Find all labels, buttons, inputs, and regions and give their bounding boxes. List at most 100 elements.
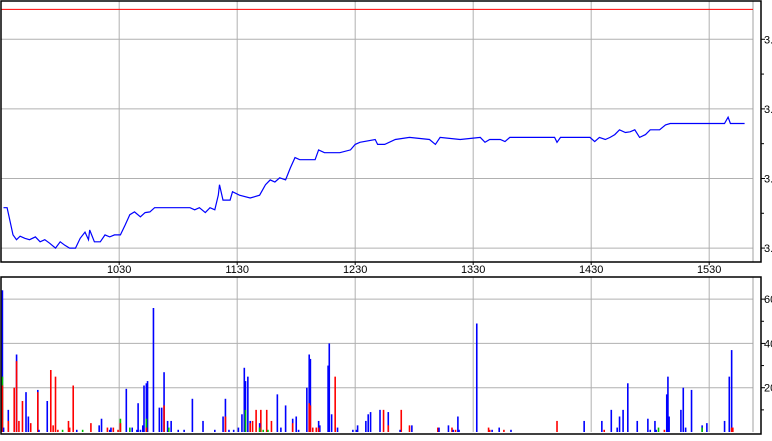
volume-bar [244, 381, 247, 432]
volume-bar [317, 427, 320, 432]
volume-bar [451, 427, 453, 432]
volume-bar [202, 420, 204, 432]
volume-bar [616, 427, 618, 432]
volume-bar [447, 425, 450, 432]
x-tick-label: 1330 [461, 264, 485, 276]
volume-bar [510, 429, 512, 432]
price-tick-label: 3. [764, 173, 772, 185]
volume-bar [680, 409, 682, 432]
volume-tick-label: 20 [764, 383, 772, 395]
volume-bar [152, 308, 155, 432]
volume-bar [129, 427, 131, 432]
volume-bar [706, 423, 708, 432]
volume-bar [730, 427, 733, 432]
volume-bar [68, 427, 71, 432]
volume-bar [1, 385, 4, 432]
x-axis: 1030 1130 1230 1330 1430 1530 [107, 262, 721, 276]
volume-bar [170, 420, 172, 432]
volume-bar [163, 405, 165, 432]
volume-bar [636, 420, 639, 432]
volume-bar [308, 403, 311, 432]
volume-bar [158, 407, 161, 432]
volume-bar [328, 343, 331, 432]
volume-bar [37, 392, 39, 432]
volume-bar [408, 425, 411, 432]
volume-bar [369, 412, 372, 432]
volume-tick-label: 60 [764, 294, 772, 306]
volume-bar [38, 429, 40, 432]
x-tick-label: 1030 [107, 264, 131, 276]
volume-bar [382, 409, 385, 432]
volume-bar [72, 385, 75, 432]
volume-bar [191, 398, 194, 432]
price-tick-label: 3. [764, 104, 772, 116]
volume-bar [258, 427, 261, 432]
volume-bar [665, 394, 668, 432]
volume-tick-label: 40 [764, 338, 772, 350]
volume-bar [583, 420, 585, 432]
volume-bar [458, 429, 460, 432]
volume-bar [367, 414, 370, 432]
volume-bar [319, 425, 321, 432]
volume-bar [67, 420, 70, 432]
volume-bar [297, 429, 300, 432]
volume-bar [146, 381, 149, 432]
volume-bar [618, 416, 621, 432]
volume-bar [270, 420, 273, 432]
volume-bar [411, 425, 413, 432]
volume-bar [249, 423, 252, 432]
volume-bar [243, 367, 246, 432]
volume-bar [491, 429, 493, 432]
volume-bar [54, 376, 57, 432]
price-frame [0, 0, 762, 263]
volume-bar [183, 429, 185, 432]
volume-bar [18, 420, 20, 432]
volume-bar [237, 427, 240, 432]
volume-bar [610, 409, 613, 432]
volume-bar [251, 420, 254, 432]
volume-bar [657, 427, 660, 432]
volume-bar [177, 429, 180, 432]
volume-bar [284, 405, 287, 432]
volume-bar [379, 409, 381, 432]
volume-bar [260, 409, 262, 432]
volume-bar [387, 412, 390, 432]
volume-bar [29, 423, 32, 432]
volume-bar [654, 420, 656, 432]
volume-bar [228, 429, 230, 432]
volume-bar [649, 429, 652, 432]
volume-bar [503, 429, 505, 432]
volume-bar [110, 427, 112, 432]
volume-bar [356, 425, 359, 432]
volume-panel: 20 40 60 [0, 276, 772, 435]
volume-bar [166, 420, 169, 432]
volume-bar [355, 429, 358, 432]
volume-bar [488, 429, 491, 432]
volume-bar [452, 429, 454, 432]
volume-bar [487, 427, 490, 432]
volume-bar [160, 407, 163, 432]
price-tick-label: 3. [764, 243, 772, 255]
volume-bar [241, 414, 243, 432]
volume-bar [1, 290, 4, 432]
volume-bar [622, 409, 624, 432]
volume-bar [647, 418, 649, 432]
volume-frame [0, 276, 762, 435]
volume-bar [163, 372, 165, 432]
volume-bar [25, 392, 27, 432]
volume-bar [131, 427, 134, 432]
volume-bar [52, 425, 54, 432]
volume-bar [280, 427, 282, 432]
volume-bar [258, 423, 261, 432]
volume-bar [142, 425, 144, 432]
volume-bar [224, 398, 227, 432]
volume-bar [167, 427, 170, 432]
volume-bar [27, 416, 30, 432]
volume-bar [143, 385, 145, 432]
volume-bar [13, 387, 16, 432]
volume-bar [667, 376, 669, 432]
volume-bar [119, 423, 122, 432]
volume-bar [309, 358, 312, 432]
x-tick-label: 1530 [697, 264, 721, 276]
